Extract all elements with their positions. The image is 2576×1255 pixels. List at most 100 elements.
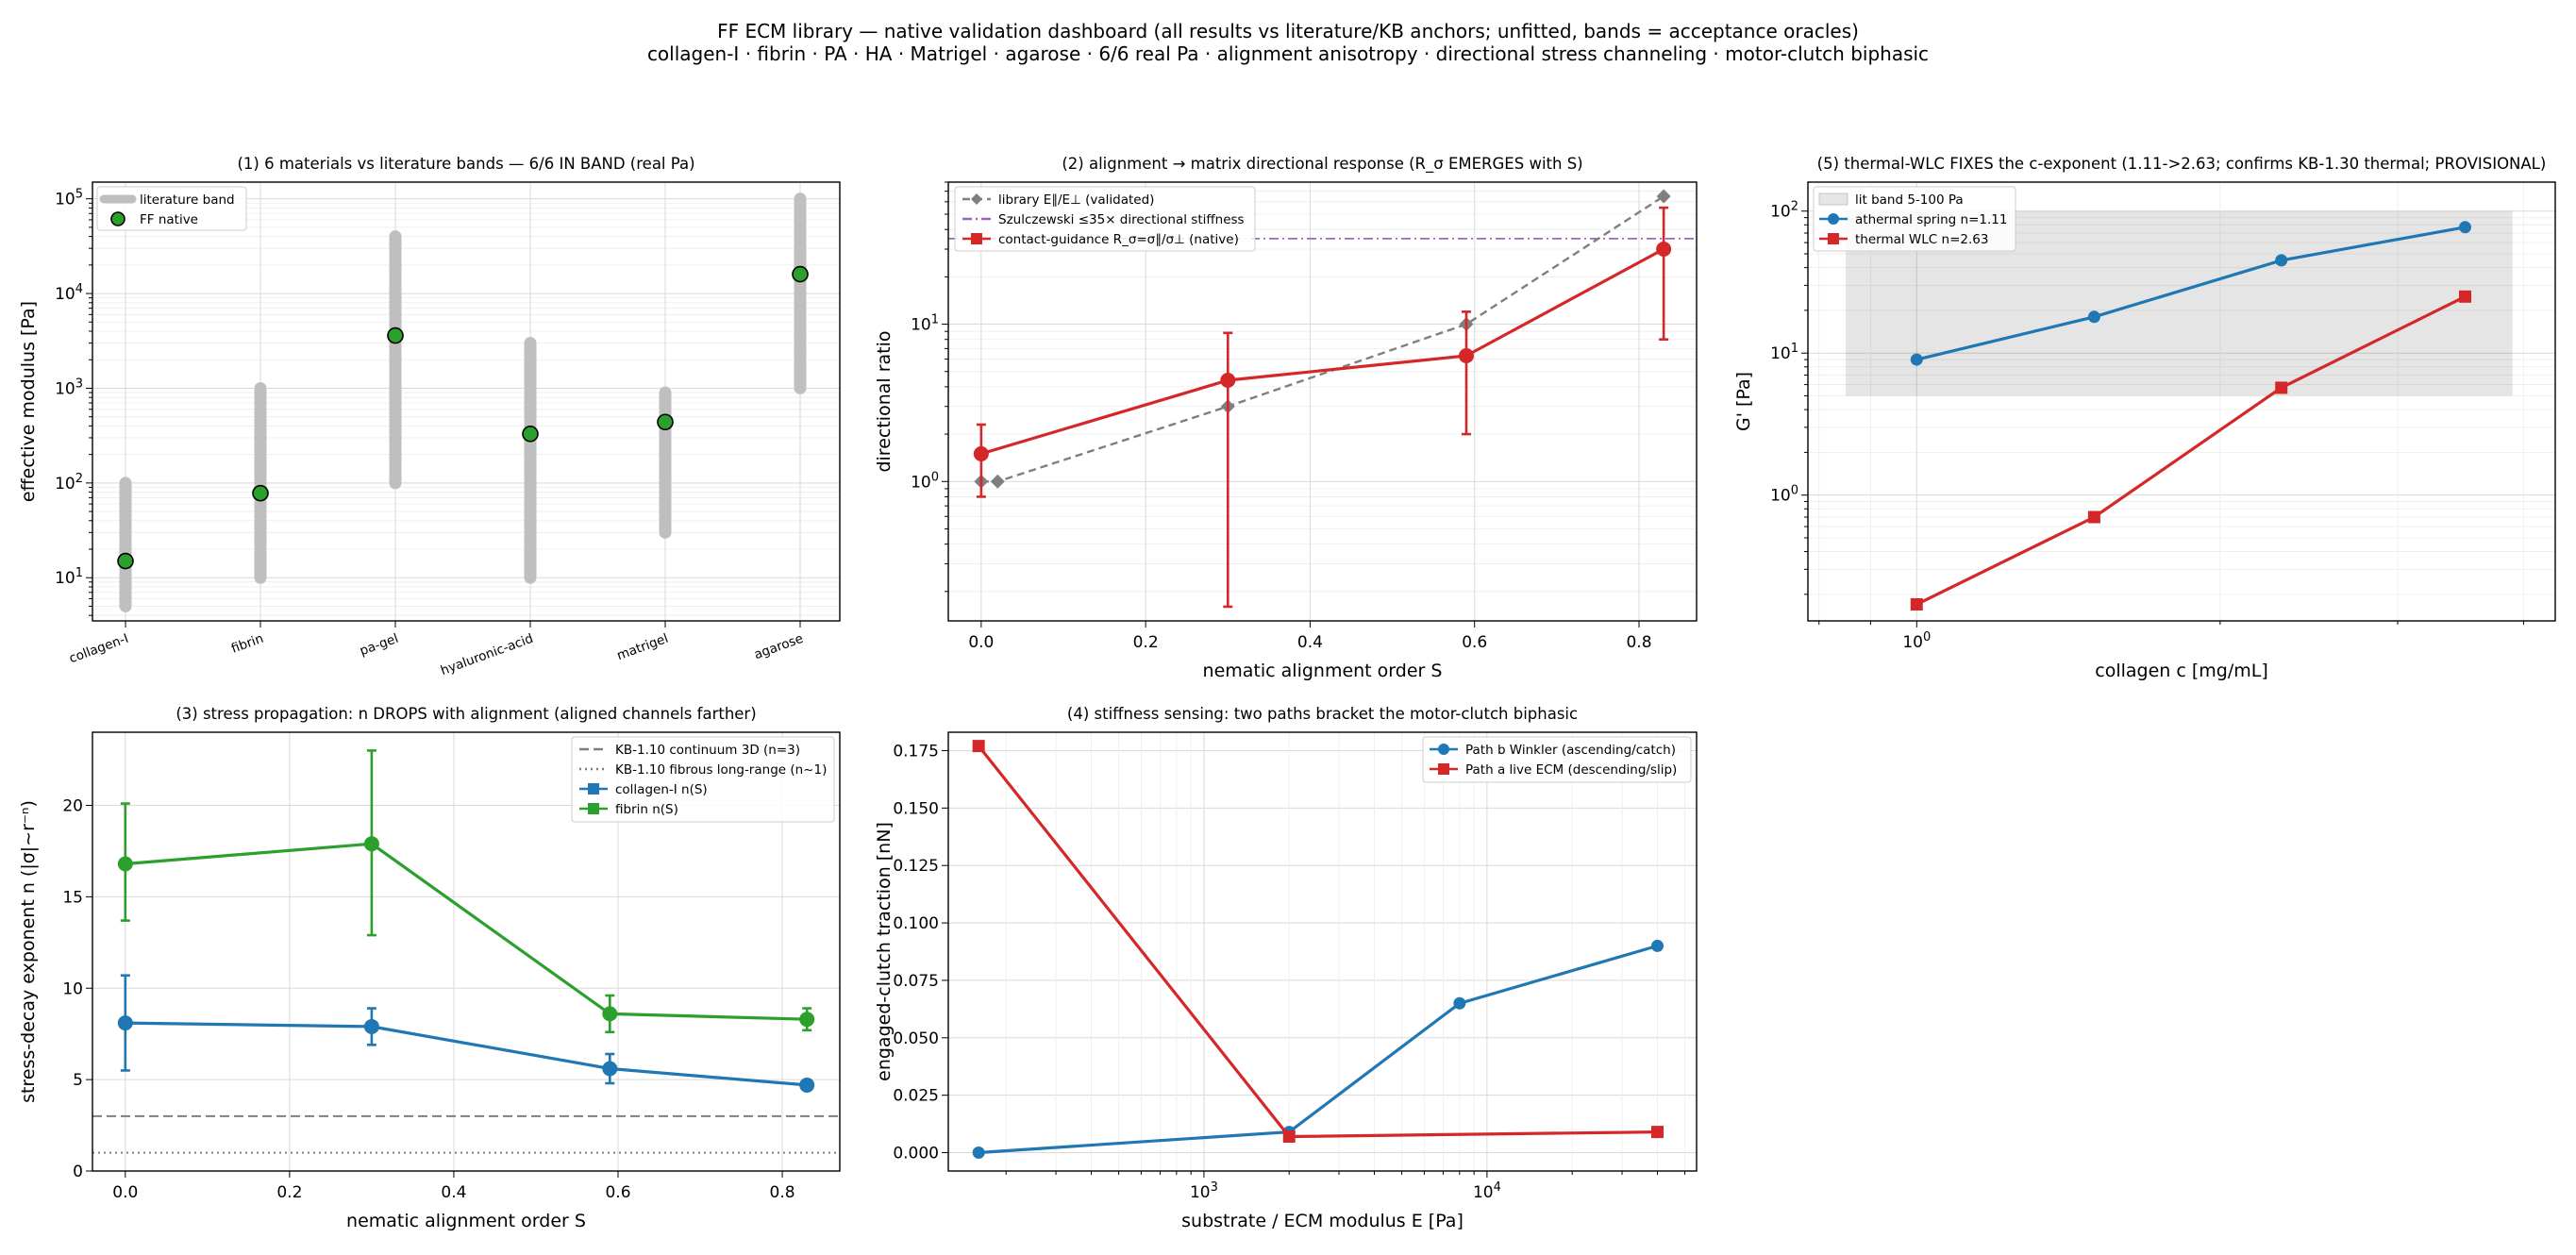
p5-xlabel: collagen c [mg/mL] [2095, 661, 2267, 681]
p2-xtick-label: 0.8 [1626, 633, 1651, 652]
p4-ytick-label: 0.075 [893, 972, 939, 991]
p4-ytick-label: 0.150 [893, 799, 939, 818]
p4-ytick-label: 0.175 [893, 742, 939, 761]
p5-series-1-point [1910, 597, 1923, 611]
p4-ytick-label: 0.000 [893, 1145, 939, 1163]
p1-ff-native-point [387, 326, 404, 344]
p1-category-label: fibrin [229, 631, 265, 657]
p3-series-0-point [117, 1015, 133, 1031]
p4-legend-live-ecm-label: Path a live ECM (descending/slip) [1465, 762, 1677, 778]
p2-legend [954, 186, 1256, 252]
p4-series-0-point [1453, 996, 1466, 1010]
p3-xtick-label: 0.8 [770, 1183, 795, 1202]
p1-title: (1) 6 materials vs literature bands — 6/… [237, 155, 694, 173]
p2-xtick-label: 0.6 [1462, 633, 1487, 652]
p4-legend-winkler-label: Path b Winkler (ascending/catch) [1465, 743, 1676, 758]
p5-legend-athermal-label: athermal spring n=1.11 [1855, 212, 2007, 227]
p2-ytick-label: 101 [911, 313, 939, 335]
p4-series-1-point [1651, 1126, 1664, 1139]
p1-ytick-label: 103 [55, 376, 83, 398]
p2-xlabel: nematic alignment order S [1203, 661, 1443, 681]
p1-ff-native-point [252, 484, 269, 502]
p4-frame [947, 731, 1698, 1172]
p4-ytick-label: 0.125 [893, 857, 939, 876]
p4-series-0-point [1651, 939, 1664, 952]
p3-frame [92, 731, 841, 1172]
p4-ytick-label: 0.025 [893, 1087, 939, 1106]
p2-guidance-point [1220, 373, 1236, 389]
p2-library-point [1656, 189, 1671, 204]
p5-series-0-point [2458, 221, 2471, 234]
p5-title: (5) thermal-WLC FIXES the c-exponent (1.… [1817, 155, 2547, 173]
p3-legend-fibrin-label: fibrin n(S) [615, 802, 678, 817]
p1-ff-native-point [792, 265, 809, 283]
p1-frame [92, 181, 841, 622]
p3-ytick-label: 15 [62, 888, 83, 907]
p5-series-1-point [2458, 290, 2471, 303]
p3-ytick-label: 0 [73, 1163, 83, 1181]
p5-legend [1813, 186, 2016, 252]
p4-series-0-point [972, 1146, 985, 1160]
p5-legend-band-label: lit band 5-100 Pa [1855, 192, 1964, 208]
p2-guidance-point [1656, 242, 1672, 258]
p3-series-0-point [799, 1077, 815, 1093]
p2-xtick-label: 0.0 [968, 633, 994, 652]
p3-xtick-label: 0.0 [112, 1183, 138, 1202]
p5-series-0-point [2087, 310, 2100, 324]
p1-category-label: hyaluronic-acid [439, 631, 536, 678]
p3-xtick-label: 0.6 [605, 1183, 630, 1202]
p5-xtick-label: 100 [1902, 630, 1931, 652]
p2-library-point [990, 474, 1005, 489]
p3-series-0-point [602, 1061, 618, 1077]
p2-xtick-label: 0.2 [1133, 633, 1159, 652]
p2-xtick-label: 0.4 [1297, 633, 1323, 652]
p4-ytick-label: 0.100 [893, 914, 939, 933]
p1-category-label: matrigel [615, 631, 671, 663]
p3-legend-collagen-marker [588, 783, 599, 795]
p2-title: (2) alignment → matrix directional respo… [1062, 155, 1582, 174]
p2-legend-library-marker [971, 193, 982, 205]
p2-legend-guidance-marker [971, 233, 982, 244]
p1-category-label: collagen-I [67, 631, 130, 667]
p3-series-1-point [799, 1012, 815, 1028]
p3-ytick-label: 5 [73, 1071, 83, 1090]
p3-series-1-line [125, 842, 808, 1021]
p4-ylabel: engaged-clutch traction [nN] [874, 822, 895, 1081]
p3-series-1-point [117, 856, 133, 872]
p4-series-1-point [972, 740, 985, 753]
p1-category-label: agarose [752, 631, 805, 662]
p4-series-0-line [979, 944, 1658, 1155]
suptitle-line-2: collagen-I · fibrin · PA · HA · Matrigel… [647, 42, 1929, 65]
p5-ylabel: G' [Pa] [1733, 372, 1754, 431]
p2-guidance-line [980, 247, 1664, 456]
p1-ff-native-point [522, 425, 539, 443]
p5-legend-athermal-marker [1828, 213, 1839, 225]
p3-legend-fibrous-label: KB-1.10 fibrous long-range (n~1) [615, 762, 827, 778]
p2-legend-library-label: library E∥/E⊥ (validated) [998, 192, 1154, 208]
p4-legend-winkler-marker [1438, 744, 1449, 755]
p5-series-0-point [1910, 353, 1923, 366]
p3-xtick-label: 0.2 [276, 1183, 302, 1202]
p5-ytick-label: 102 [1770, 200, 1798, 222]
p3-xtick-label: 0.4 [441, 1183, 466, 1202]
p2-ylabel: directional ratio [874, 330, 895, 472]
p5-series-1-point [2275, 381, 2288, 394]
p1-ytick-label: 101 [55, 566, 83, 588]
p3-series-0-point [363, 1018, 379, 1034]
p3-ylabel: stress-decay exponent n (|σ|~r⁻ⁿ) [18, 800, 39, 1103]
p4-series-1-line [977, 745, 1658, 1139]
p4-xtick-label: 104 [1473, 1180, 1501, 1202]
p3-xlabel: nematic alignment order S [346, 1211, 586, 1231]
p3-legend-continuum-label: KB-1.10 continuum 3D (n=3) [615, 743, 800, 758]
p1-ytick-label: 102 [55, 472, 83, 494]
p5-series-0-line [1915, 226, 2466, 361]
panel-p2: 100 101 0.0 0.2 0.4 0.6 0.8 (2) alignment → mat… [874, 155, 1698, 681]
p5-ytick-label: 101 [1770, 342, 1798, 363]
p5-series-1-line [1915, 294, 2467, 606]
p3-legend [571, 736, 835, 823]
p1-ytick-label: 105 [55, 188, 83, 209]
p2-legend-guidance-label: contact-guidance R_σ=σ∥/σ⊥ (native) [998, 232, 1239, 247]
p5-legend-thermal-label: thermal WLC n=2.63 [1855, 232, 1988, 247]
p2-frame [947, 181, 1698, 622]
